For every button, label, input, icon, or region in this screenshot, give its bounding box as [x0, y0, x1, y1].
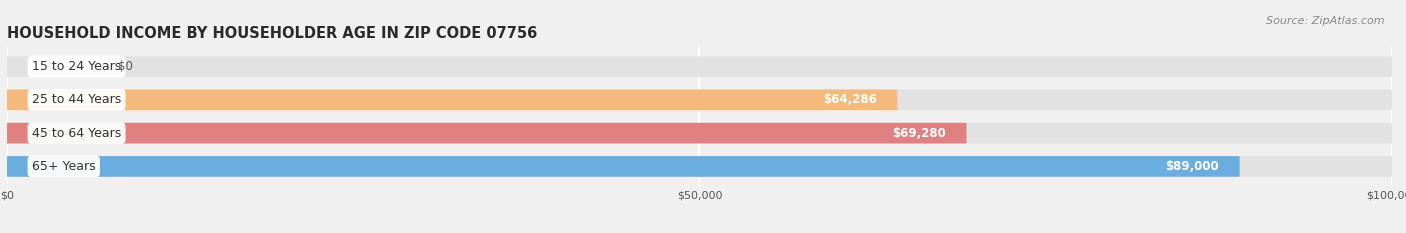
FancyBboxPatch shape — [7, 156, 1240, 177]
Text: 15 to 24 Years: 15 to 24 Years — [32, 60, 121, 73]
FancyBboxPatch shape — [7, 123, 1392, 144]
FancyBboxPatch shape — [7, 89, 1392, 110]
Text: HOUSEHOLD INCOME BY HOUSEHOLDER AGE IN ZIP CODE 07756: HOUSEHOLD INCOME BY HOUSEHOLDER AGE IN Z… — [7, 26, 537, 41]
Text: 45 to 64 Years: 45 to 64 Years — [32, 127, 121, 140]
Text: $64,286: $64,286 — [823, 93, 876, 106]
Text: $0: $0 — [118, 60, 132, 73]
FancyBboxPatch shape — [7, 156, 1392, 177]
FancyBboxPatch shape — [7, 89, 897, 110]
Text: $89,000: $89,000 — [1166, 160, 1219, 173]
Text: 25 to 44 Years: 25 to 44 Years — [32, 93, 121, 106]
FancyBboxPatch shape — [7, 123, 966, 144]
Text: 65+ Years: 65+ Years — [32, 160, 96, 173]
Text: $69,280: $69,280 — [891, 127, 946, 140]
Text: Source: ZipAtlas.com: Source: ZipAtlas.com — [1267, 16, 1385, 26]
FancyBboxPatch shape — [7, 56, 1392, 77]
